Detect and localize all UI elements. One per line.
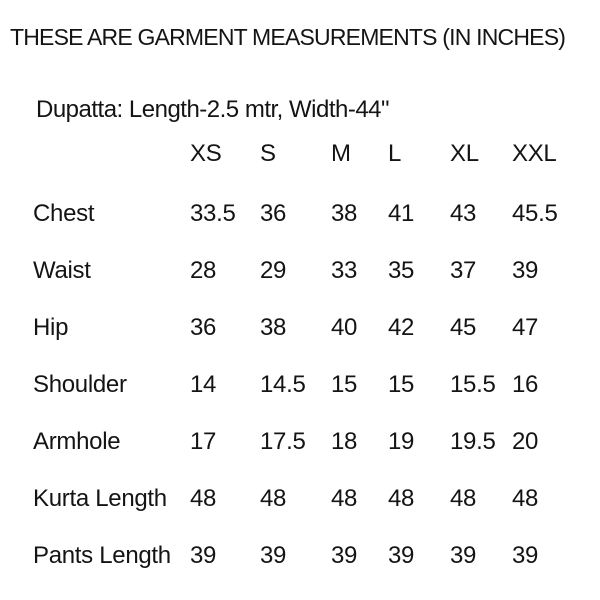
- measurement-value: 36: [260, 199, 287, 227]
- size-chart-table: XS S M L XL XXL Chest 33.5 36 38 41 43 45.5 Waist 28 2…: [33, 123, 600, 584]
- measurement-value: 48: [512, 484, 539, 512]
- measurement-label: Waist: [33, 256, 91, 284]
- measurement-value: 42: [388, 313, 415, 341]
- measurement-label: Chest: [33, 199, 95, 227]
- measurement-value: 39: [512, 541, 539, 569]
- measurement-label: Kurta Length: [33, 484, 167, 512]
- measurement-value: 39: [512, 256, 539, 284]
- measurement-value: 39: [331, 541, 358, 569]
- table-row: Shoulder 14 14.5 15 15 15.5 16: [33, 356, 600, 413]
- size-column-header: S: [260, 140, 276, 167]
- measurement-value: 14.5: [260, 370, 306, 398]
- measurement-label: Pants Length: [33, 541, 171, 569]
- measurement-value: 39: [190, 541, 217, 569]
- measurement-value: 18: [331, 427, 358, 455]
- measurement-value: 35: [388, 256, 415, 284]
- measurement-value: 15: [331, 370, 358, 398]
- measurement-value: 38: [331, 199, 358, 227]
- measurement-value: 37: [450, 256, 477, 284]
- size-header-spacer: [33, 123, 190, 185]
- measurement-value: 15: [388, 370, 415, 398]
- measurement-value: 16: [512, 370, 539, 398]
- measurement-value: 33: [331, 256, 358, 284]
- size-column-header: XS: [190, 140, 222, 167]
- measurement-value: 28: [190, 256, 217, 284]
- measurement-value: 20: [512, 427, 539, 455]
- measurement-value: 36: [190, 313, 217, 341]
- measurement-value: 39: [260, 541, 287, 569]
- table-row: Chest 33.5 36 38 41 43 45.5: [33, 185, 600, 242]
- measurement-value: 38: [260, 313, 287, 341]
- size-column-header: M: [331, 140, 351, 167]
- measurement-value: 14: [190, 370, 217, 398]
- table-row: Pants Length 39 39 39 39 39 39: [33, 527, 600, 584]
- size-column-header: L: [388, 140, 402, 167]
- measurement-value: 48: [190, 484, 217, 512]
- measurement-value: 43: [450, 199, 477, 227]
- measurement-value: 15.5: [450, 370, 496, 398]
- measurement-value: 45: [450, 313, 477, 341]
- measurement-value: 48: [450, 484, 477, 512]
- table-row: Hip 36 38 40 42 45 47: [33, 299, 600, 356]
- table-row: Armhole 17 17.5 18 19 19.5 20: [33, 413, 600, 470]
- measurement-value: 45.5: [512, 199, 558, 227]
- table-row: Kurta Length 48 48 48 48 48 48: [33, 470, 600, 527]
- measurement-label: Hip: [33, 313, 69, 341]
- measurement-value: 39: [450, 541, 477, 569]
- measurement-value: 29: [260, 256, 287, 284]
- table-row: Waist 28 29 33 35 37 39: [33, 242, 600, 299]
- measurement-value: 48: [388, 484, 415, 512]
- measurement-value: 17: [190, 427, 217, 455]
- measurement-value: 39: [388, 541, 415, 569]
- measurement-value: 17.5: [260, 427, 306, 455]
- measurement-value: 40: [331, 313, 358, 341]
- size-column-header: XXL: [512, 140, 557, 167]
- size-header-row: XS S M L XL XXL: [33, 123, 600, 185]
- dupatta-note: Dupatta: Length-2.5 mtr, Width-44": [36, 96, 390, 123]
- size-column-header: XL: [450, 140, 479, 167]
- measurement-label: Armhole: [33, 427, 121, 455]
- measurement-value: 33.5: [190, 199, 236, 227]
- measurement-value: 19: [388, 427, 415, 455]
- size-chart-body: Chest 33.5 36 38 41 43 45.5 Waist 28 29 33 35 37 39 Hi…: [33, 185, 600, 584]
- measurement-value: 19.5: [450, 427, 496, 455]
- measurement-label: Shoulder: [33, 370, 127, 398]
- measurement-value: 48: [260, 484, 287, 512]
- measurement-value: 47: [512, 313, 539, 341]
- measurement-value: 48: [331, 484, 358, 512]
- page-title: THESE ARE GARMENT MEASUREMENTS (IN INCHE…: [10, 24, 566, 50]
- measurement-value: 41: [388, 199, 415, 227]
